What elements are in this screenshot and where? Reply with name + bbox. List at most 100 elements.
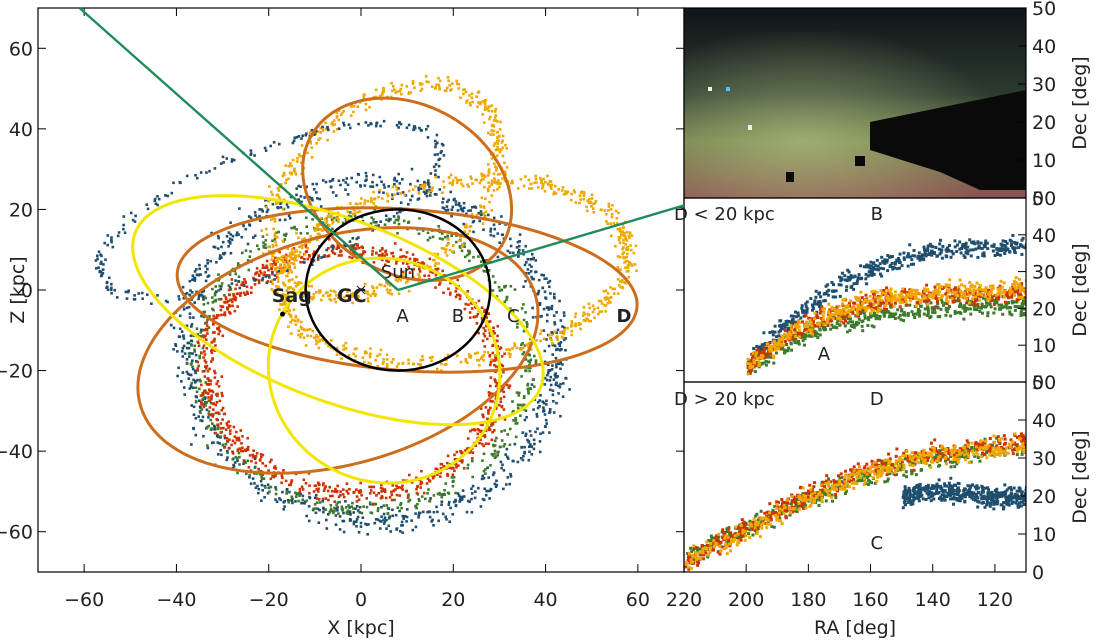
- stream-point: [352, 247, 355, 250]
- stream-point: [818, 300, 822, 303]
- stream-point: [177, 295, 180, 298]
- stream-point: [277, 287, 281, 290]
- stream-point: [811, 322, 815, 325]
- stream-point: [381, 89, 385, 93]
- stream-point: [393, 176, 397, 180]
- stream-point: [426, 510, 429, 514]
- stream-point: [557, 362, 560, 366]
- stream-point: [124, 290, 128, 294]
- stream-point: [760, 362, 764, 366]
- stream-point: [528, 445, 531, 448]
- stream-point: [379, 520, 383, 523]
- stream-point: [449, 89, 452, 92]
- stream-point: [492, 444, 495, 448]
- stream-point: [434, 145, 437, 149]
- stream-point: [813, 299, 817, 303]
- stream-point: [493, 359, 497, 362]
- stream-point: [208, 314, 211, 318]
- stream-point: [319, 228, 322, 231]
- stream-point: [463, 230, 466, 233]
- stream-point: [391, 484, 395, 487]
- stream-point: [582, 192, 586, 196]
- stream-point: [231, 234, 235, 238]
- stream-point: [169, 323, 173, 327]
- stream-point: [284, 164, 287, 167]
- solar-circle: [304, 208, 492, 372]
- stream-point: [922, 257, 925, 261]
- stream-point: [482, 212, 485, 215]
- stream-point: [401, 531, 404, 534]
- stream-point: [393, 221, 396, 224]
- stream-point: [524, 271, 528, 275]
- stream-point: [543, 376, 547, 380]
- stream-point: [936, 302, 940, 306]
- stream-point: [957, 289, 961, 293]
- stream-point: [562, 311, 566, 314]
- stream-point: [558, 299, 561, 303]
- stream-point: [487, 394, 491, 397]
- stream-point: [352, 352, 355, 356]
- stream-point: [385, 281, 388, 285]
- stream-point: [621, 252, 624, 256]
- stream-point: [482, 332, 486, 336]
- stream-point: [563, 326, 566, 330]
- stream-point: [225, 458, 229, 462]
- stream-point: [203, 389, 206, 393]
- stream-point: [609, 208, 613, 211]
- stream-point: [110, 236, 113, 239]
- stream-point: [523, 344, 527, 347]
- stream-point: [498, 222, 501, 225]
- stream-point: [412, 267, 415, 271]
- stream-point: [252, 449, 255, 452]
- stream-point: [425, 194, 429, 198]
- stream-point: [548, 431, 551, 434]
- stream-point: [807, 330, 811, 334]
- stream-point: [281, 292, 285, 296]
- stream-point: [228, 424, 232, 428]
- stream-point: [314, 511, 318, 515]
- stream-point: [318, 338, 322, 342]
- stream-point: [462, 495, 466, 498]
- stream-point: [409, 182, 412, 186]
- stream-point: [530, 187, 534, 190]
- stream-point: [566, 326, 569, 330]
- stream-point: [1004, 293, 1008, 297]
- stream-point: [455, 240, 458, 244]
- stream-point: [434, 286, 437, 289]
- stream-point: [750, 368, 754, 372]
- stream-point: [299, 232, 303, 235]
- stream-point: [501, 463, 504, 467]
- stream-point: [502, 445, 505, 448]
- stream-point: [200, 383, 203, 387]
- stream-point: [288, 171, 292, 175]
- stream-point: [911, 313, 915, 316]
- stream-point: [606, 222, 609, 225]
- stream-point: [397, 187, 400, 190]
- stream-point: [278, 218, 282, 222]
- stream-point: [480, 196, 484, 199]
- stream-point: [318, 197, 322, 201]
- stream-point: [199, 419, 202, 422]
- stream-point: [296, 318, 300, 321]
- stream-point: [382, 86, 385, 90]
- stream-point: [395, 188, 399, 192]
- stream-point: [550, 187, 553, 190]
- stream-point: [492, 471, 496, 475]
- stream-point: [336, 501, 340, 504]
- stream-point: [842, 317, 846, 321]
- stream-point: [491, 473, 495, 477]
- stream-point: [471, 457, 474, 460]
- stream-point: [340, 254, 343, 257]
- stream-point: [220, 285, 223, 288]
- stream-point: [257, 491, 260, 495]
- stream-point: [523, 445, 526, 449]
- stream-point: [520, 343, 523, 346]
- stream-point: [324, 485, 327, 488]
- stream-point: [497, 285, 501, 289]
- stream-point: [308, 491, 311, 495]
- stream-point: [524, 311, 527, 314]
- stream-point: [352, 491, 355, 494]
- stream-point: [763, 342, 767, 346]
- stream-point: [315, 334, 318, 337]
- stream-point: [963, 246, 967, 250]
